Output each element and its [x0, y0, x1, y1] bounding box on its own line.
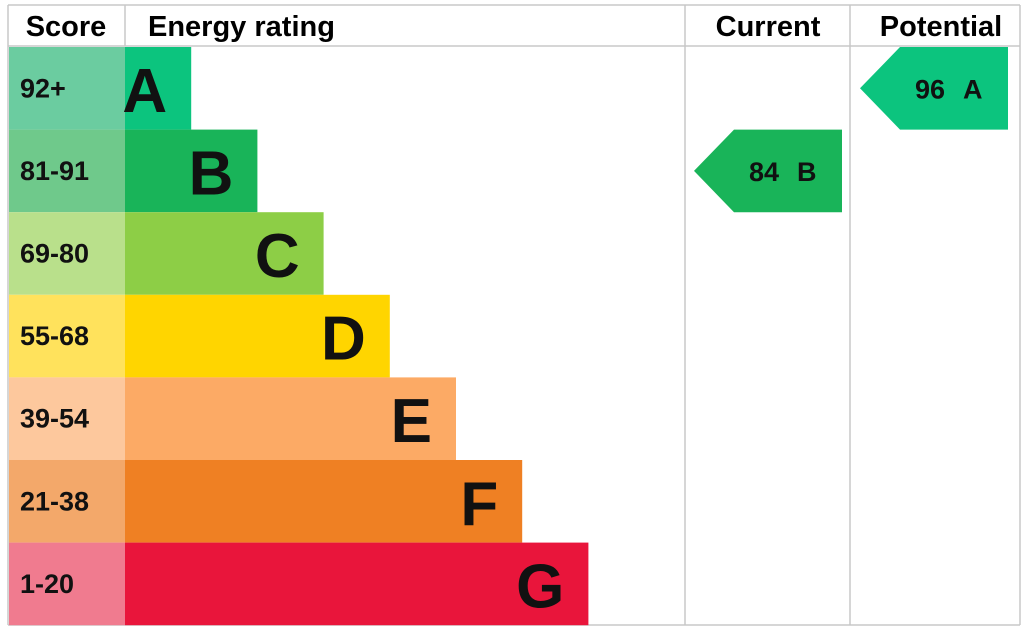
rating-bar: [125, 377, 456, 460]
potential-letter: A: [963, 74, 983, 104]
rating-letter: C: [255, 222, 300, 291]
potential-arrow: [860, 47, 1008, 130]
score-range: 69-80: [20, 239, 89, 269]
rating-bar: [125, 212, 324, 295]
potential-value: 96: [915, 74, 945, 104]
score-range: 39-54: [20, 404, 89, 434]
current-letter: B: [797, 157, 817, 187]
rating-letter: D: [321, 305, 366, 374]
rating-letter: B: [189, 139, 234, 208]
header-current: Current: [716, 11, 821, 43]
rating-bar: [125, 460, 523, 543]
current-value: 84: [749, 157, 779, 187]
rating-letter: G: [516, 552, 564, 621]
rating-bar: [125, 129, 258, 213]
rating-bar: [125, 47, 192, 130]
header-potential: Potential: [880, 11, 1002, 43]
score-range: 92+: [20, 73, 66, 103]
rating-letter: A: [122, 57, 167, 126]
score-range: 21-38: [20, 486, 89, 516]
score-cell: [9, 542, 125, 626]
score-cell: [9, 212, 125, 295]
score-cell: [9, 377, 125, 460]
score-range: 81-91: [20, 156, 89, 186]
rating-letter: F: [460, 470, 498, 539]
rating-letter: E: [391, 387, 432, 456]
header-rating: Energy rating: [148, 11, 335, 43]
score-range: 55-68: [20, 321, 89, 351]
score-range: 1-20: [20, 569, 74, 599]
rating-bar: [125, 294, 390, 378]
score-cell: [9, 460, 125, 543]
score-cell: [9, 47, 125, 130]
score-cell: [9, 129, 125, 213]
rating-bar: [125, 542, 589, 626]
header-score: Score: [26, 11, 107, 43]
score-cell: [9, 294, 125, 378]
current-arrow: [694, 129, 842, 213]
